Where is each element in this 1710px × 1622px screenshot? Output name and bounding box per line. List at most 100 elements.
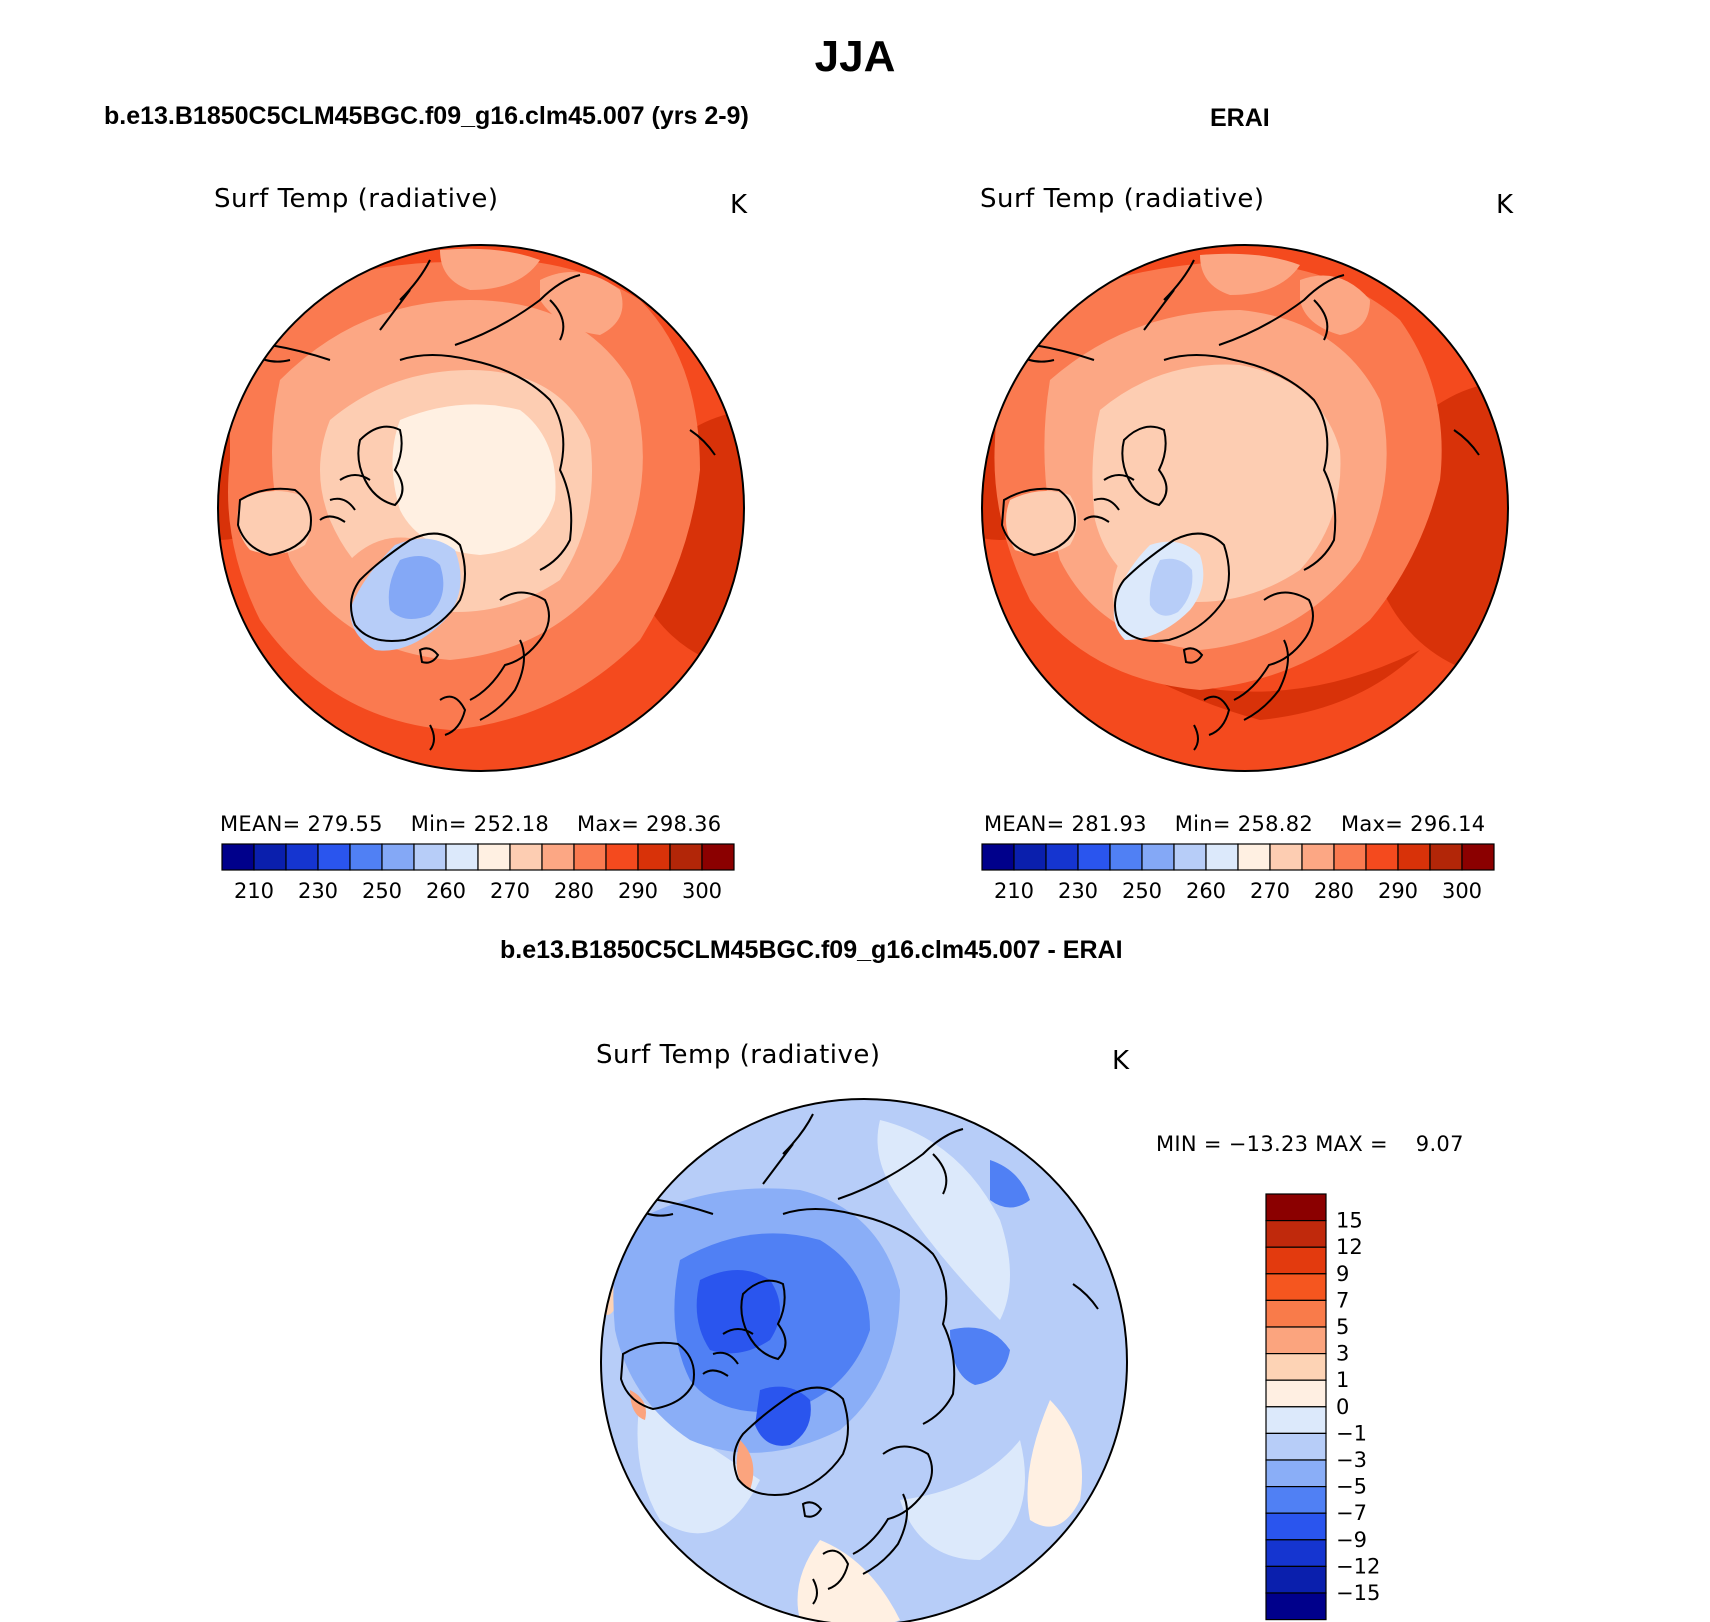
- panel1-variable-label: Surf Temp (radiative): [214, 184, 499, 214]
- panel2-colorbar-swatch: [1109, 843, 1143, 871]
- panel1-colorbar-tick-label: 280: [554, 879, 594, 903]
- panel3-colorbar-tick-label: 15: [1336, 1209, 1363, 1233]
- panel3-minmax: MIN = −13.23 MAX = 9.07: [1156, 1132, 1464, 1156]
- panel2-min-value: 258.82: [1237, 812, 1314, 836]
- panel3-colorbar-tick-label: −15: [1336, 1581, 1380, 1605]
- panel1-colorbar-tick-label: 300: [682, 879, 722, 903]
- panel3-colorbar-swatch: [1265, 1485, 1327, 1514]
- panel3-colorbar-tick-label: −9: [1336, 1528, 1367, 1552]
- panel2-colorbar-swatch: [1365, 843, 1399, 871]
- panel2-min-label: Min=: [1174, 812, 1231, 836]
- panel1-colorbar-tick-label: 260: [426, 879, 466, 903]
- panel3-colorbar-tick-label: −3: [1336, 1448, 1367, 1472]
- panel3-units-label: K: [1112, 1046, 1130, 1076]
- panel3-colorbar-swatch: [1265, 1406, 1327, 1435]
- panel3-colorbar-tick-label: 9: [1336, 1262, 1349, 1286]
- panel3-colorbar-swatch: [1265, 1246, 1327, 1275]
- panel1-min-label: Min=: [410, 812, 467, 836]
- panel1-colorbar-swatch: [701, 843, 735, 871]
- panel1-colorbar-swatch: [573, 843, 607, 871]
- panel2-colorbar-tick-label: 300: [1442, 879, 1482, 903]
- panel2-colorbar-swatch: [1237, 843, 1271, 871]
- panel2-colorbar-tick-label: 250: [1122, 879, 1162, 903]
- panel2-mean-value: 281.93: [1071, 812, 1147, 836]
- map-model-coastlines: [236, 259, 716, 751]
- panel3-colorbar-tick-label: 3: [1336, 1342, 1349, 1366]
- panel1-mean-label: MEAN=: [220, 812, 301, 836]
- panel2-colorbar-swatch: [1429, 843, 1463, 871]
- panel2-colorbar-swatch: [1461, 843, 1495, 871]
- panel1-min-value: 252.18: [473, 812, 550, 836]
- panel1-colorbar: 210 230 250 260 270 280 290 300: [221, 843, 735, 903]
- panel3-colorbar-tick-label: −5: [1336, 1475, 1367, 1499]
- map-erai-coastlines: [1000, 259, 1480, 751]
- panel2-stats: MEAN= 281.93 Min= 258.82 Max= 296.14: [984, 812, 1485, 836]
- figure-title: JJA: [814, 32, 896, 81]
- panel2-colorbar-tick-label: 270: [1250, 879, 1290, 903]
- panel3-colorbar-tick-label: −7: [1336, 1501, 1367, 1525]
- panel1-colorbar-swatch: [445, 843, 479, 871]
- panel1-colorbar-swatch: [381, 843, 415, 871]
- panel2-colorbar-swatch: [1045, 843, 1079, 871]
- panel3-case-title: b.e13.B1850C5CLM45BGC.f09_g16.clm45.007 …: [500, 936, 1123, 964]
- panel3-colorbar-tick-label: −1: [1336, 1421, 1367, 1445]
- panel3-colorbar-tick-label: 12: [1336, 1235, 1363, 1259]
- map-model: [218, 245, 744, 771]
- panel3-colorbar-tick-label: 1: [1336, 1368, 1349, 1392]
- panel1-max-value: 298.36: [646, 812, 722, 836]
- panel2-colorbar-swatch: [1013, 843, 1047, 871]
- panel1-colorbar-tick-label: 290: [618, 879, 658, 903]
- panel3-colorbar-swatch: [1265, 1326, 1327, 1355]
- panel3-colorbar-swatch: [1265, 1352, 1327, 1381]
- panel2-colorbar: 210 230 250 260 270 280 290 300: [981, 843, 1495, 903]
- panel3-colorbar-swatch: [1265, 1273, 1327, 1302]
- panel2-colorbar-swatch: [1205, 843, 1239, 871]
- panel3-colorbar-swatch: [1265, 1379, 1327, 1408]
- panel3-colorbar-tick-label: 5: [1336, 1315, 1349, 1339]
- panel1-colorbar-tick-label: 250: [362, 879, 402, 903]
- panel3-colorbar-swatch: [1265, 1193, 1327, 1222]
- panel1-colorbar-tick-label: 270: [490, 879, 530, 903]
- panel3-colorbar-swatch: [1265, 1219, 1327, 1248]
- panel3-colorbar-swatch: [1265, 1539, 1327, 1568]
- panel1-colorbar-swatch: [637, 843, 671, 871]
- panel2-max-value: 296.14: [1410, 812, 1486, 836]
- panel2-colorbar-swatch: [1141, 843, 1175, 871]
- map-erai: [982, 245, 1508, 771]
- panel3-colorbar-swatch: [1265, 1299, 1327, 1328]
- panel3-colorbar-swatch: [1265, 1592, 1327, 1621]
- panel2-case-title: ERAI: [1210, 104, 1270, 132]
- panel3-variable-label: Surf Temp (radiative): [596, 1040, 881, 1070]
- panel2-colorbar-tick-label: 210: [994, 879, 1034, 903]
- panel3-colorbar-swatch: [1265, 1565, 1327, 1594]
- map-model-border: [217, 244, 745, 772]
- panel1-colorbar-swatch: [221, 843, 255, 871]
- map-erai-border: [981, 244, 1509, 772]
- panel1-colorbar-swatch: [253, 843, 287, 871]
- panel2-colorbar-tick-label: 230: [1058, 879, 1098, 903]
- panel2-colorbar-swatch: [1397, 843, 1431, 871]
- map-difference-border: [600, 1098, 1128, 1622]
- panel2-colorbar-swatch: [1269, 843, 1303, 871]
- panel2-colorbar-swatch: [1077, 843, 1111, 871]
- panel1-colorbar-swatch: [317, 843, 351, 871]
- panel1-colorbar-tick-label: 210: [234, 879, 274, 903]
- panel3-colorbar-tick-label: 7: [1336, 1288, 1349, 1312]
- panel1-colorbar-tick-label: 230: [298, 879, 338, 903]
- panel1-colorbar-swatch: [349, 843, 383, 871]
- panel1-colorbar-swatch: [541, 843, 575, 871]
- map-difference: [601, 1099, 1127, 1622]
- panel2-max-label: Max=: [1340, 812, 1404, 836]
- panel3-colorbar-tick-label: −12: [1336, 1554, 1380, 1578]
- panel1-colorbar-swatch: [477, 843, 511, 871]
- panel1-case-title: b.e13.B1850C5CLM45BGC.f09_g16.clm45.007 …: [104, 102, 749, 130]
- panel1-colorbar-swatch: [413, 843, 447, 871]
- panel3-colorbar-swatch: [1265, 1459, 1327, 1488]
- panel1-units-label: K: [730, 190, 748, 220]
- panel2-colorbar-swatch: [1301, 843, 1335, 871]
- panel1-mean-value: 279.55: [307, 812, 383, 836]
- panel1-colorbar-swatch: [605, 843, 639, 871]
- panel3-colorbar-swatch: [1265, 1432, 1327, 1461]
